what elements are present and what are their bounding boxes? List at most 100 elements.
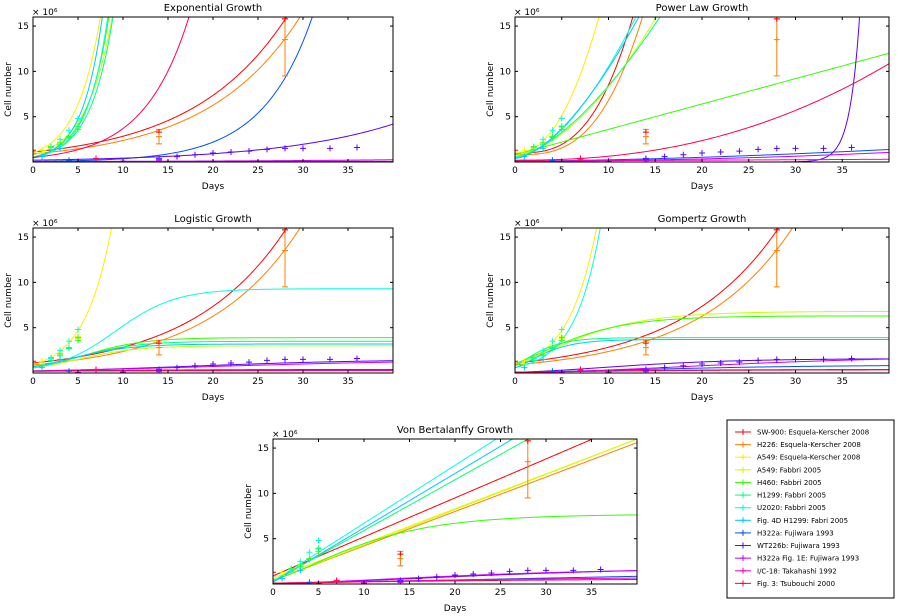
data-point (282, 356, 288, 363)
data-point (354, 144, 360, 151)
data-point (736, 359, 743, 366)
fit-curve (33, 17, 313, 162)
legend-label: H1299: Fabbri 2005 (757, 492, 826, 500)
data-point (661, 153, 668, 160)
x-tick-label: 30 (790, 377, 802, 387)
data-point (515, 150, 518, 157)
data-point (315, 537, 322, 544)
data-point (415, 575, 422, 582)
data-point (540, 145, 547, 152)
fit-curve (515, 17, 634, 154)
fit-curve (273, 439, 530, 582)
y-tick-label: 15 (18, 22, 29, 32)
data-point (717, 360, 724, 367)
data-point (288, 566, 295, 573)
data-point (33, 147, 36, 154)
fit-curve (515, 310, 889, 365)
fit-curve (33, 17, 190, 158)
data-point (210, 360, 216, 367)
legend-label: A549: Fabbri 2005 (757, 466, 821, 474)
fit-curve (273, 439, 498, 582)
fit-curve (273, 439, 514, 583)
legend-label: H226: Esquela-Kerscher 2008 (757, 441, 861, 449)
data-point (93, 366, 99, 373)
x-tick-label: 25 (252, 377, 263, 387)
data-point (470, 571, 477, 578)
y-axis-label: Cell number (4, 62, 14, 117)
data-point (549, 127, 556, 134)
data-point (156, 157, 162, 162)
x-tick-label: 10 (603, 166, 615, 176)
data-point (66, 345, 72, 352)
fit-curve (33, 228, 112, 366)
data-point (300, 145, 306, 152)
x-tick-label: 5 (75, 166, 81, 176)
x-tick-label: 25 (743, 166, 754, 176)
data-point (48, 144, 54, 151)
data-point (506, 568, 513, 575)
data-point (39, 153, 45, 160)
x-tick-label: 25 (743, 377, 754, 387)
data-point (540, 356, 547, 363)
x-tick-label: 35 (342, 166, 353, 176)
data-point (282, 145, 288, 152)
data-point (848, 144, 855, 151)
data-point (755, 357, 762, 364)
data-point (57, 356, 63, 363)
fit-curve (515, 228, 601, 369)
x-tick-label: 20 (696, 166, 708, 176)
y-tick-label: 15 (18, 233, 29, 243)
data-point (33, 150, 36, 157)
y-axis-label: Cell number (244, 484, 254, 539)
x-tick-label: 35 (837, 166, 848, 176)
x-tick-label: 15 (162, 166, 173, 176)
fit-curve (515, 63, 889, 161)
x-tick-label: 10 (117, 377, 129, 387)
data-point (524, 567, 531, 574)
fit-curve (33, 17, 301, 155)
chart-panel: 0 5 10 15 20 25 30 35 5 10 15 Gompertz Growth Days Ce… (486, 214, 890, 403)
data-point (642, 344, 649, 351)
fit-curve (33, 228, 288, 364)
chart-panel: 0 5 10 15 20 25 30 35 5 10 15 Von Bertalanffy Growt… (244, 425, 638, 614)
x-tick-label: 35 (586, 588, 597, 598)
data-point (397, 555, 404, 562)
data-point (264, 357, 270, 364)
legend-label: I/C-18: Takahashi 1992 (757, 567, 837, 575)
data-point (521, 153, 528, 160)
x-axis-label: Days (202, 182, 225, 192)
y-tick-label: 10 (500, 67, 512, 77)
data-point (549, 134, 556, 141)
x-tick-label: 5 (559, 377, 565, 387)
y-axis-label: Cell number (486, 273, 496, 328)
data-point (228, 149, 234, 156)
x-tick-label: 0 (30, 166, 36, 176)
data-point (75, 334, 81, 341)
y-tick-label: 10 (18, 67, 30, 77)
data-point (524, 439, 531, 444)
data-point (488, 570, 495, 577)
data-point (773, 247, 780, 254)
legend-marker (740, 555, 746, 562)
chart-title: Von Bertalanffy Growth (397, 425, 513, 436)
chart-title: Logistic Growth (174, 214, 251, 225)
y-scale-multiplier: × 10⁶ (32, 8, 58, 18)
data-point (642, 368, 649, 373)
data-point (228, 360, 234, 367)
data-point (558, 123, 565, 130)
data-point (192, 151, 198, 158)
data-point (773, 17, 780, 22)
data-point (210, 149, 216, 156)
fit-curve (33, 343, 393, 368)
data-point (333, 577, 340, 584)
data-point (75, 326, 81, 333)
legend-marker (740, 542, 746, 549)
data-point (315, 545, 322, 552)
data-point (597, 566, 604, 573)
data-point (33, 361, 36, 368)
data-point (530, 355, 537, 362)
x-tick-label: 30 (540, 588, 552, 598)
data-point (736, 148, 743, 155)
fit-curve (515, 338, 889, 369)
